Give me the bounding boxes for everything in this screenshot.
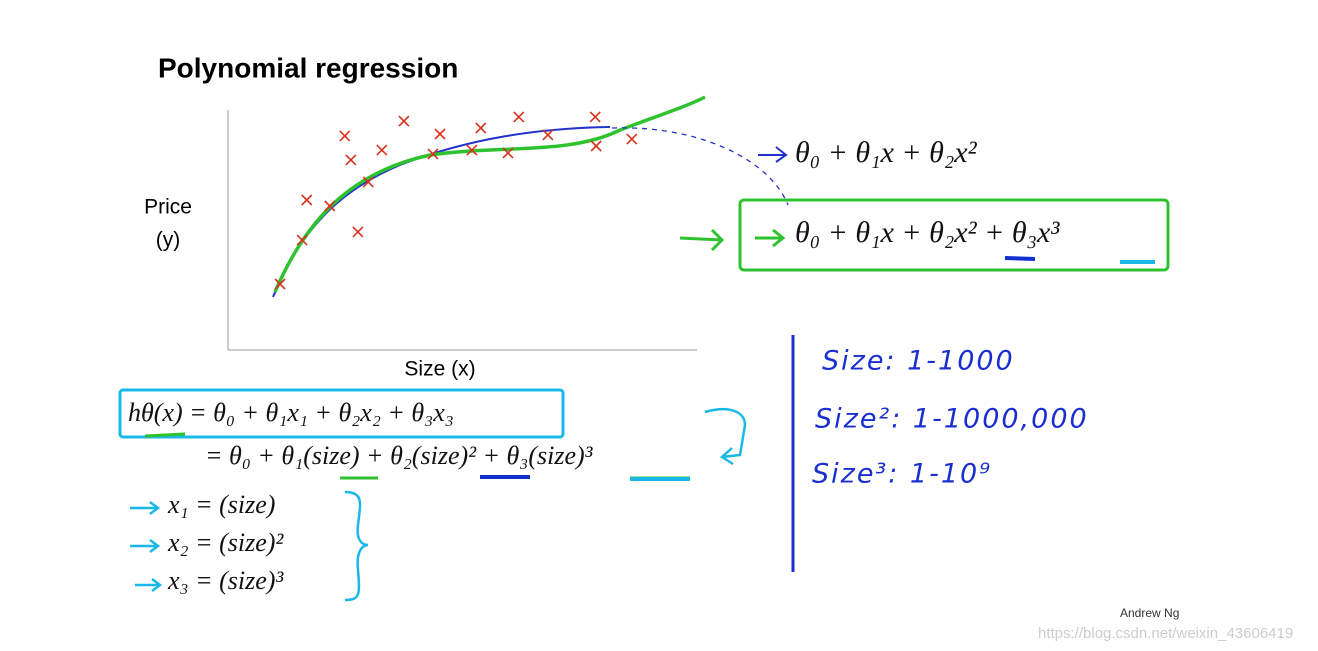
watermark: https://blog.csdn.net/weixin_43606419 <box>1038 625 1293 642</box>
highlight-box <box>118 388 565 439</box>
y-label: (y) <box>156 229 181 252</box>
feature: x₁ = (size) <box>167 490 275 519</box>
bracket-arrow <box>704 408 747 466</box>
formula: = θ₀ + θ₁(size) + θ₂(size)² + θ₃(size)³ <box>205 441 594 470</box>
data-point <box>339 130 351 142</box>
formula: θ₀ + θ₁x + θ₂x² + θ₃x³ <box>795 216 1060 249</box>
data-point <box>345 154 357 166</box>
note: Size: 1-1000 <box>822 346 1015 377</box>
arrow <box>679 228 725 252</box>
data-point <box>296 234 308 246</box>
x-label: Size (x) <box>404 358 475 381</box>
author: Andrew Ng <box>1120 606 1179 620</box>
data-point <box>466 144 478 156</box>
data-point <box>502 147 514 159</box>
data-point <box>434 128 446 140</box>
title: Polynomial regression <box>158 52 458 83</box>
data-point <box>362 176 374 188</box>
data-point <box>376 144 388 156</box>
feature: x₃ = (size)³ <box>167 566 284 595</box>
data-point <box>352 226 364 238</box>
cubic-fit <box>273 95 706 293</box>
brace <box>344 490 369 602</box>
data-point <box>398 115 410 127</box>
data-point <box>427 148 439 160</box>
data-point <box>542 129 554 141</box>
data-point <box>589 111 601 123</box>
underline <box>1004 256 1036 261</box>
highlight-box <box>738 198 1170 272</box>
dashed-link <box>611 127 789 206</box>
data-point <box>513 111 525 123</box>
data-point <box>475 122 487 134</box>
data-point <box>274 278 286 290</box>
data-point <box>590 140 602 152</box>
data-point <box>301 194 313 206</box>
arrow <box>130 501 163 592</box>
arrow <box>755 228 786 248</box>
data-point <box>626 133 638 145</box>
feature: x₂ = (size)² <box>167 528 284 557</box>
formula: hθ(x) = θ₀ + θ₁x₁ + θ₂x₂ + θ₃x₃ <box>128 398 454 427</box>
formula: θ₀ + θ₁x + θ₂x² <box>795 136 978 169</box>
note: Size³: 1-10⁹ <box>812 459 992 490</box>
arrow <box>758 146 788 163</box>
y-label: Price <box>144 196 192 219</box>
data-point <box>324 200 336 212</box>
note: Size²: 1-1000,000 <box>815 404 1089 435</box>
underline <box>144 432 690 480</box>
